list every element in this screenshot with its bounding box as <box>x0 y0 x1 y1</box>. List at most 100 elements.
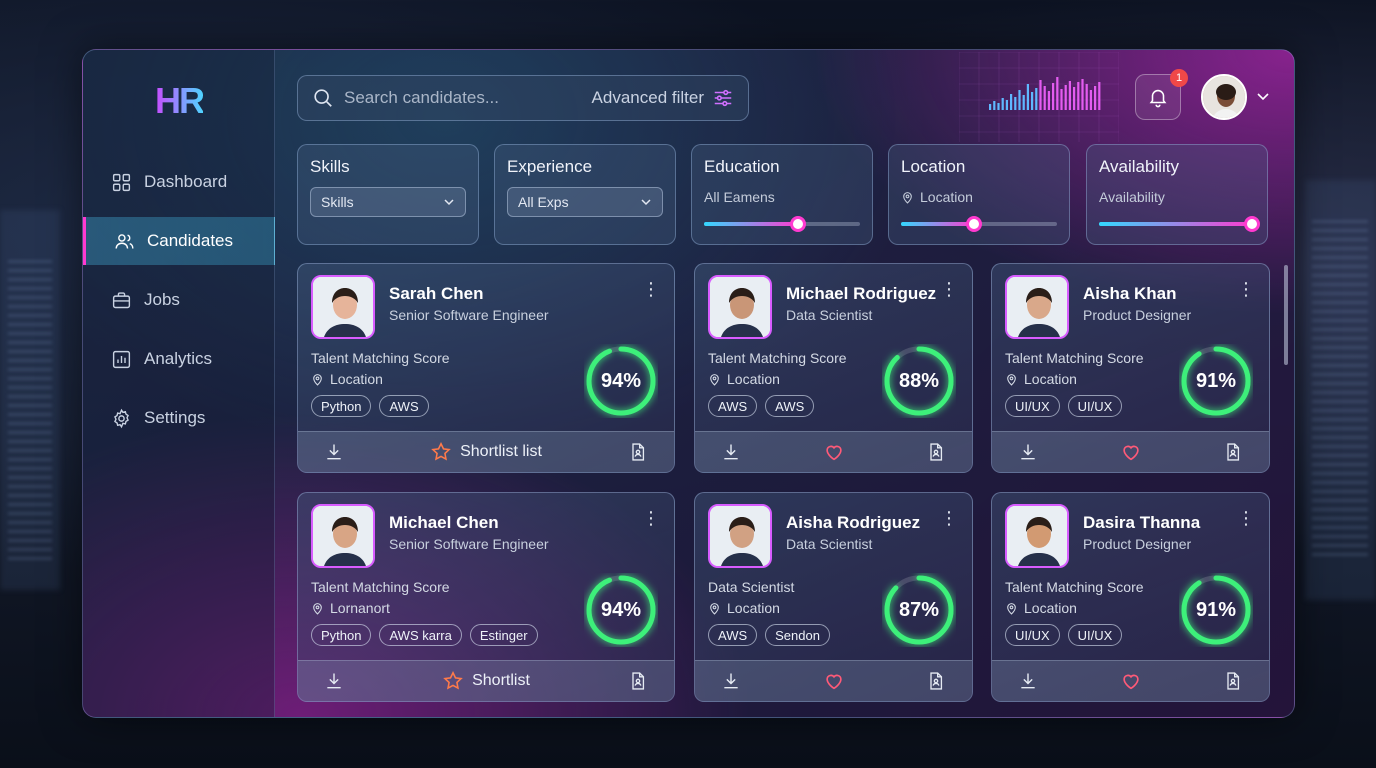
download-icon[interactable] <box>721 442 741 462</box>
candidate-name[interactable]: Michael Rodriguez <box>786 284 937 303</box>
score-value: 88% <box>898 369 940 392</box>
portrait <box>313 277 373 337</box>
score-label: Talent Matching Score <box>1005 350 1144 366</box>
candidate-location: Location <box>708 371 780 387</box>
location-text: Location <box>1024 371 1077 387</box>
candidate-photo <box>1005 275 1069 339</box>
candidate-name[interactable]: Aisha Rodriguez <box>786 513 921 532</box>
download-icon[interactable] <box>1018 671 1038 691</box>
slider-thumb[interactable] <box>966 216 983 232</box>
heart-icon[interactable] <box>823 670 845 692</box>
candidate-card[interactable]: Aisha Khan Product Designer ⋮ Talent Mat… <box>991 263 1270 473</box>
sidebar-item-analytics[interactable]: Analytics <box>83 335 275 383</box>
scrollbar[interactable] <box>1284 265 1288 365</box>
resume-icon[interactable] <box>1223 671 1243 691</box>
candidate-name[interactable]: Sarah Chen <box>389 284 484 303</box>
sliders-icon <box>714 89 732 107</box>
skill-tag[interactable]: UI/UX <box>1067 624 1123 646</box>
resume-icon[interactable] <box>926 671 946 691</box>
education-slider[interactable] <box>704 216 860 232</box>
candidate-card[interactable]: Michael Chen Senior Software Engineer ⋮ … <box>297 492 675 702</box>
more-options-icon[interactable]: ⋮ <box>940 508 958 528</box>
skill-tag[interactable]: UI/UX <box>1067 395 1123 417</box>
slider-fill <box>901 222 975 226</box>
shortlist-button[interactable]: Shortlist <box>442 670 530 692</box>
candidate-name[interactable]: Michael Chen <box>389 513 499 532</box>
search-input[interactable] <box>344 88 592 108</box>
more-options-icon[interactable]: ⋮ <box>642 279 660 299</box>
skill-tag[interactable]: Estinger <box>469 624 538 646</box>
slider-thumb[interactable] <box>789 216 806 232</box>
score-ring <box>884 346 954 416</box>
user-avatar[interactable] <box>1201 74 1247 120</box>
more-options-icon[interactable]: ⋮ <box>1237 279 1255 299</box>
resume-icon[interactable] <box>628 671 648 691</box>
candidate-name[interactable]: Aisha Khan <box>1083 284 1177 303</box>
skills-select[interactable]: Skills <box>310 187 466 217</box>
shortlist-button[interactable]: Shortlist list <box>430 441 542 463</box>
sidebar-item-jobs[interactable]: Jobs <box>83 276 275 324</box>
more-options-icon[interactable]: ⋮ <box>642 508 660 528</box>
location-text: Location <box>1024 600 1077 616</box>
shortlist-label: Shortlist <box>472 672 530 689</box>
location-slider[interactable] <box>901 216 1057 232</box>
card-actions <box>695 431 972 472</box>
skill-tag[interactable]: UI/UX <box>1005 395 1060 417</box>
skill-tag[interactable]: AWS karra <box>379 624 462 646</box>
chevron-down-icon[interactable] <box>1255 88 1271 104</box>
heart-icon[interactable] <box>823 441 845 463</box>
sidebar-item-settings[interactable]: Settings <box>83 394 275 442</box>
skill-tag[interactable]: UI/UX <box>1005 624 1060 646</box>
slider-thumb[interactable] <box>1243 216 1260 232</box>
more-options-icon[interactable]: ⋮ <box>1237 508 1255 528</box>
card-actions: Shortlist list <box>298 431 674 472</box>
heart-icon[interactable] <box>1120 441 1142 463</box>
heart-icon[interactable] <box>1120 670 1142 692</box>
wave-bar <box>1064 85 1067 110</box>
experience-select[interactable]: All Exps <box>507 187 663 217</box>
download-icon[interactable] <box>1018 442 1038 462</box>
availability-slider[interactable] <box>1099 216 1260 232</box>
wave-bar <box>1094 86 1097 110</box>
skill-tag[interactable]: AWS <box>379 395 429 417</box>
wave-bar <box>1077 82 1080 110</box>
candidate-card[interactable]: Aisha Rodriguez Data Scientist ⋮ Data Sc… <box>694 492 973 702</box>
skill-tag[interactable]: AWS <box>708 624 758 646</box>
background-building <box>1305 180 1376 600</box>
sidebar-item-candidates[interactable]: Candidates <box>83 217 275 265</box>
candidate-card[interactable]: Sarah Chen Senior Software Engineer ⋮ Ta… <box>297 263 675 473</box>
advanced-filter-button[interactable]: Advanced filter <box>592 87 734 109</box>
score-value: 87% <box>898 598 940 621</box>
more-options-icon[interactable]: ⋮ <box>940 279 958 299</box>
filter-experience: Experience All Exps <box>494 144 676 245</box>
sidebar-item-dashboard[interactable]: Dashboard <box>83 158 275 206</box>
background-lights <box>8 260 52 560</box>
resume-icon[interactable] <box>926 442 946 462</box>
wave-bar <box>989 104 992 110</box>
candidate-card[interactable]: Dasira Thanna Product Designer ⋮ Talent … <box>991 492 1270 702</box>
candidate-location: Location <box>311 371 383 387</box>
notifications-button[interactable]: 1 <box>1135 69 1188 120</box>
wave-bar <box>1052 83 1055 110</box>
download-icon[interactable] <box>324 442 344 462</box>
score-label: Talent Matching Score <box>1005 579 1144 595</box>
background-lights <box>1312 220 1368 560</box>
skill-tag[interactable]: Python <box>311 395 372 417</box>
candidate-photo <box>708 504 772 568</box>
candidate-name[interactable]: Dasira Thanna <box>1083 513 1201 532</box>
score-value: 91% <box>1195 369 1237 392</box>
download-icon[interactable] <box>324 671 344 691</box>
filter-value: All Eamens <box>704 189 775 205</box>
candidate-card[interactable]: Michael Rodriguez Data Scientist ⋮ Talen… <box>694 263 973 473</box>
skill-tag[interactable]: AWS <box>708 395 758 417</box>
skill-tag[interactable]: Sendon <box>765 624 830 646</box>
skill-tag[interactable]: AWS <box>765 395 815 417</box>
resume-icon[interactable] <box>628 442 648 462</box>
location-pin-icon <box>710 373 719 386</box>
candidate-photo <box>311 275 375 339</box>
resume-icon[interactable] <box>1223 442 1243 462</box>
download-icon[interactable] <box>721 671 741 691</box>
filter-title: Education <box>704 157 780 176</box>
skill-tag[interactable]: Python <box>311 624 372 646</box>
location-text: Location <box>330 371 383 387</box>
